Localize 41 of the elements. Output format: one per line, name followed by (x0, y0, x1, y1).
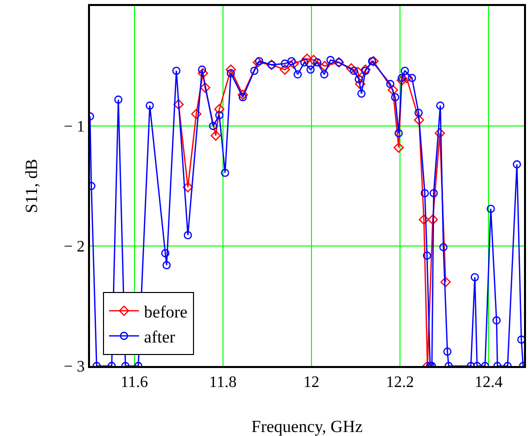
x-tick-label: 12.2 (386, 374, 414, 392)
point (210, 130, 221, 141)
point (173, 99, 184, 110)
point (302, 54, 312, 64)
point (182, 182, 194, 192)
point (396, 75, 407, 86)
point (434, 128, 446, 138)
x-tick-label: 12 (303, 374, 320, 392)
point (418, 214, 430, 225)
point (191, 108, 202, 120)
y-tick-label: − 2 (64, 238, 85, 256)
x-tick-label: 11.8 (209, 374, 237, 392)
point (352, 66, 364, 78)
point (214, 104, 224, 114)
point (428, 214, 438, 225)
point (346, 63, 356, 74)
point (288, 58, 299, 69)
point (414, 114, 424, 126)
x-axis-title: Frequency, GHz (251, 417, 364, 436)
y-tick-label: − 1 (64, 118, 85, 136)
point (360, 64, 371, 75)
point (368, 56, 379, 66)
legend-label: before (144, 302, 188, 322)
point (238, 90, 248, 100)
point (354, 78, 366, 90)
point (226, 64, 236, 75)
point (200, 82, 210, 93)
legend-label: after (144, 327, 176, 346)
point (394, 142, 404, 153)
point (401, 72, 412, 84)
x-tick-label: 11.6 (120, 374, 148, 392)
y-tick-label: − 3 (64, 358, 85, 376)
point (440, 276, 451, 288)
point (320, 60, 330, 72)
point (308, 54, 319, 66)
point (388, 84, 398, 96)
point (252, 57, 263, 68)
point (280, 64, 290, 75)
point (198, 68, 208, 78)
x-tick-label: 12.4 (474, 374, 503, 392)
y-axis-title: S11, dB (22, 158, 41, 214)
